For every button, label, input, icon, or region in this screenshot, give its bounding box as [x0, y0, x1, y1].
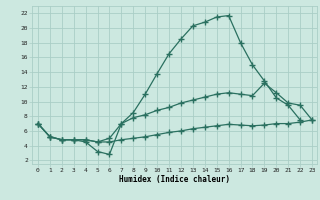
X-axis label: Humidex (Indice chaleur): Humidex (Indice chaleur) — [119, 175, 230, 184]
